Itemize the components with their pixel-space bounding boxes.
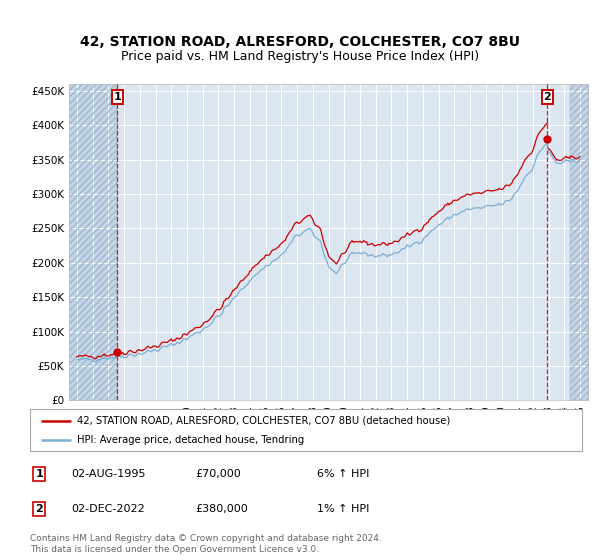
Text: 02-DEC-2022: 02-DEC-2022 [71,504,145,514]
FancyBboxPatch shape [30,409,582,451]
Text: 1: 1 [35,469,43,479]
Text: 6% ↑ HPI: 6% ↑ HPI [317,469,370,479]
Text: 42, STATION ROAD, ALRESFORD, COLCHESTER, CO7 8BU (detached house): 42, STATION ROAD, ALRESFORD, COLCHESTER,… [77,416,450,426]
Text: Price paid vs. HM Land Registry's House Price Index (HPI): Price paid vs. HM Land Registry's House … [121,50,479,63]
Text: Contains HM Land Registry data © Crown copyright and database right 2024.
This d: Contains HM Land Registry data © Crown c… [30,534,382,554]
Text: 1: 1 [113,92,121,102]
Text: 02-AUG-1995: 02-AUG-1995 [71,469,146,479]
Text: 2: 2 [35,504,43,514]
Text: 2: 2 [544,92,551,102]
Text: 1% ↑ HPI: 1% ↑ HPI [317,504,370,514]
Text: £380,000: £380,000 [196,504,248,514]
Text: 42, STATION ROAD, ALRESFORD, COLCHESTER, CO7 8BU: 42, STATION ROAD, ALRESFORD, COLCHESTER,… [80,35,520,49]
Text: HPI: Average price, detached house, Tendring: HPI: Average price, detached house, Tend… [77,435,304,445]
Text: £70,000: £70,000 [196,469,241,479]
